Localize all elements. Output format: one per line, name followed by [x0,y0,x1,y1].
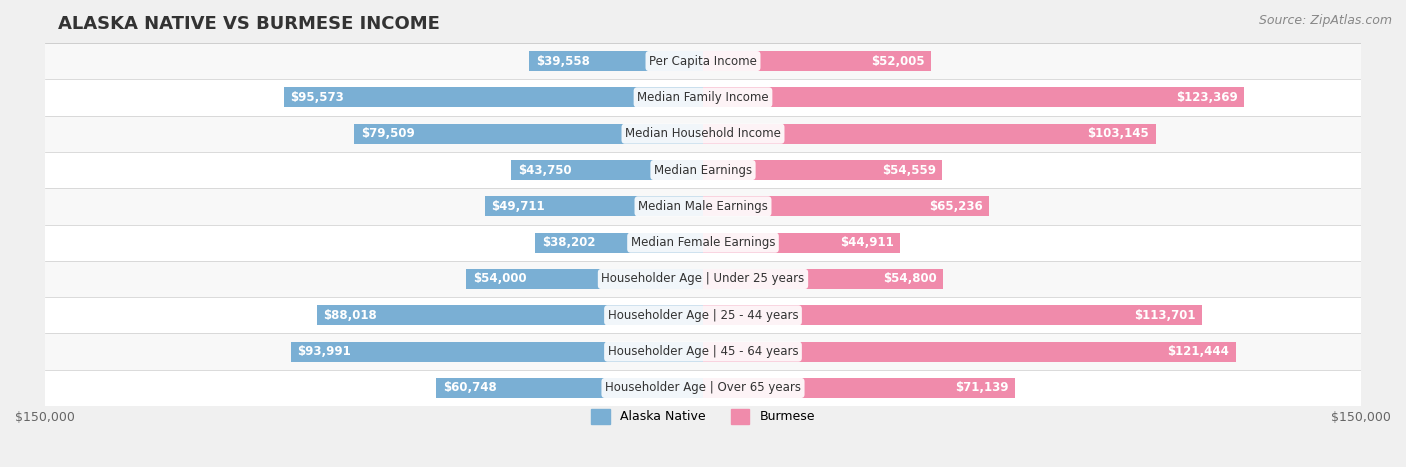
Text: $103,145: $103,145 [1087,127,1149,140]
Bar [316,305,703,325]
Legend: Alaska Native, Burmese: Alaska Native, Burmese [586,403,820,429]
Bar [703,378,1015,398]
Text: ALASKA NATIVE VS BURMESE INCOME: ALASKA NATIVE VS BURMESE INCOME [58,15,440,33]
Bar [45,79,1361,115]
Text: $113,701: $113,701 [1133,309,1195,322]
Text: Source: ZipAtlas.com: Source: ZipAtlas.com [1258,14,1392,27]
Text: $60,748: $60,748 [443,382,496,395]
Text: Median Male Earnings: Median Male Earnings [638,200,768,213]
Text: Householder Age | 25 - 44 years: Householder Age | 25 - 44 years [607,309,799,322]
Text: $79,509: $79,509 [361,127,415,140]
Bar [703,124,1156,144]
Text: Householder Age | 45 - 64 years: Householder Age | 45 - 64 years [607,345,799,358]
Text: Median Female Earnings: Median Female Earnings [631,236,775,249]
Bar [45,188,1361,225]
Text: $54,559: $54,559 [882,163,936,177]
Bar [284,87,703,107]
Bar [45,115,1361,152]
Bar [703,233,900,253]
Text: $44,911: $44,911 [839,236,893,249]
Text: Median Household Income: Median Household Income [626,127,780,140]
Text: $43,750: $43,750 [517,163,571,177]
Bar [45,152,1361,188]
Bar [45,43,1361,79]
Bar [530,51,703,71]
Text: $49,711: $49,711 [492,200,546,213]
Bar [45,370,1361,406]
Bar [467,269,703,289]
Text: Median Family Income: Median Family Income [637,91,769,104]
Text: $93,991: $93,991 [297,345,352,358]
Text: $121,444: $121,444 [1167,345,1229,358]
Bar [703,196,990,216]
Bar [703,51,931,71]
Text: $39,558: $39,558 [536,55,591,68]
Text: $95,573: $95,573 [290,91,344,104]
Text: Householder Age | Under 25 years: Householder Age | Under 25 years [602,273,804,285]
Bar [45,333,1361,370]
Text: $71,139: $71,139 [955,382,1008,395]
Bar [45,261,1361,297]
Bar [354,124,703,144]
Bar [436,378,703,398]
Text: Median Earnings: Median Earnings [654,163,752,177]
Bar [703,160,942,180]
Text: $52,005: $52,005 [870,55,925,68]
Text: $123,369: $123,369 [1175,91,1237,104]
Bar [703,342,1236,361]
Text: $65,236: $65,236 [929,200,983,213]
Text: $88,018: $88,018 [323,309,377,322]
Text: $38,202: $38,202 [541,236,596,249]
Bar [510,160,703,180]
Bar [291,342,703,361]
Bar [536,233,703,253]
Bar [45,225,1361,261]
Text: Householder Age | Over 65 years: Householder Age | Over 65 years [605,382,801,395]
Bar [703,305,1202,325]
Text: $54,000: $54,000 [472,273,526,285]
Bar [703,87,1244,107]
Bar [703,269,943,289]
Bar [485,196,703,216]
Bar [45,297,1361,333]
Text: $54,800: $54,800 [883,273,936,285]
Text: Per Capita Income: Per Capita Income [650,55,756,68]
